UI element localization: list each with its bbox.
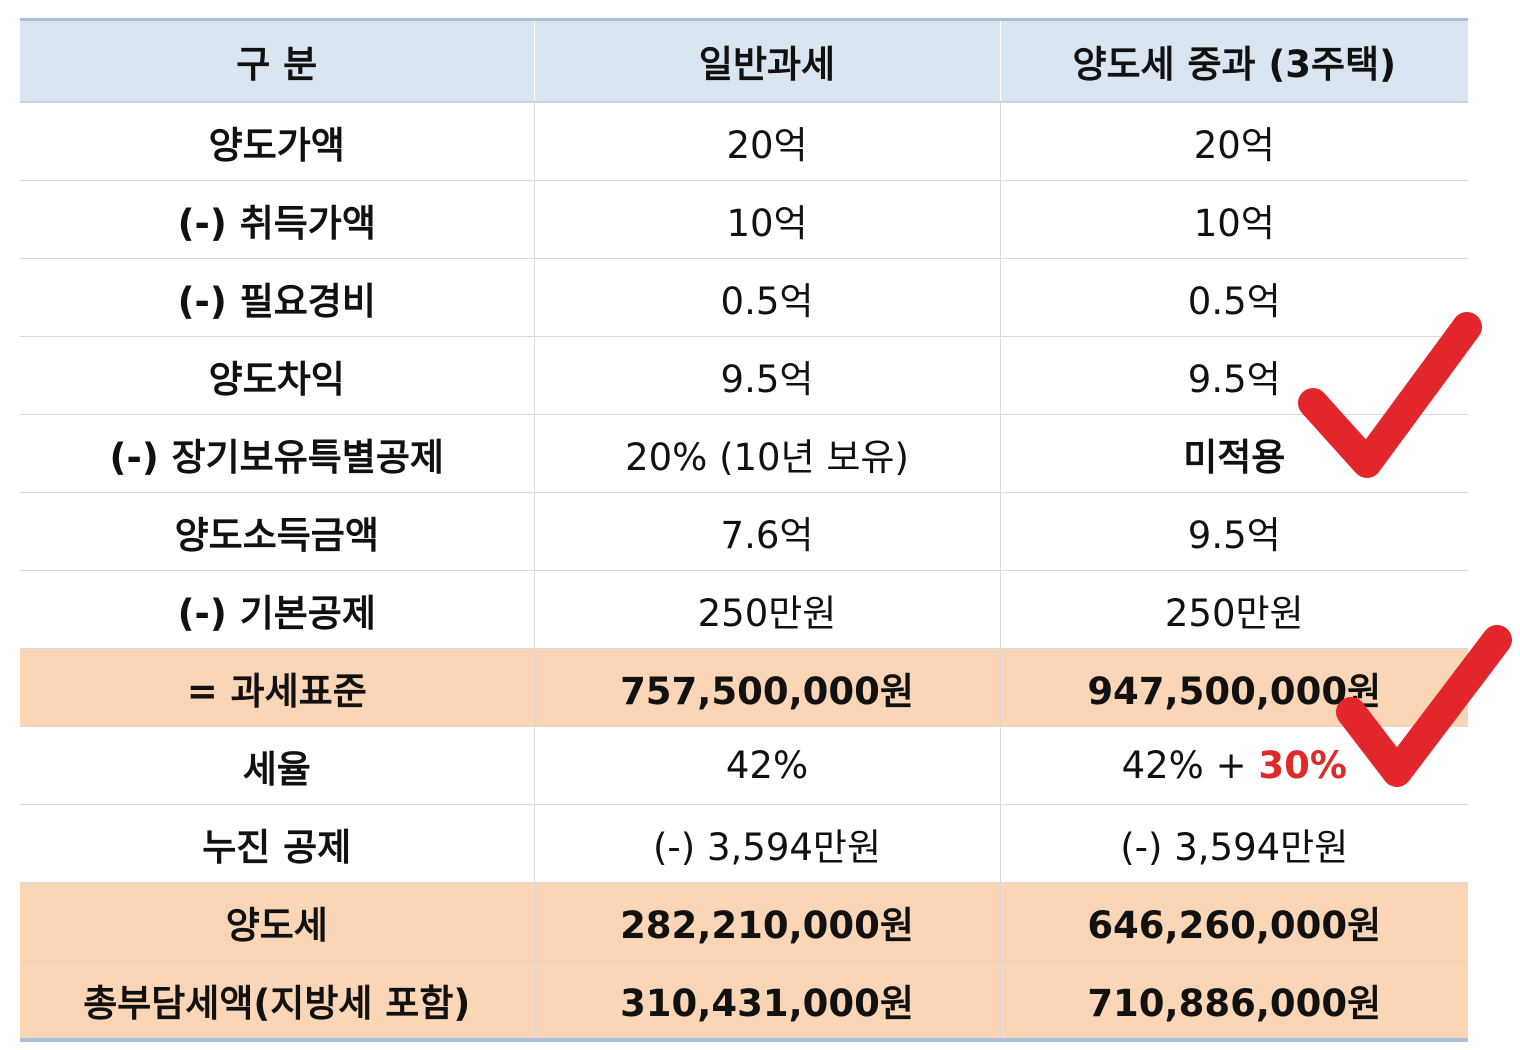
table-row: 누진 공제 (-) 3,594만원 (-) 3,594만원	[20, 804, 1468, 883]
row-label: (-) 필요경비	[20, 258, 534, 337]
heavy-value: 250만원	[999, 570, 1468, 649]
header-general-tax: 일반과세	[533, 18, 1000, 103]
heavy-value: 9.5억	[999, 336, 1468, 415]
table-row: (-) 필요경비 0.5억 0.5억	[20, 258, 1468, 337]
table-row-highlighted: 총부담세액(지방세 포함) 310,431,000원 710,886,000원	[20, 960, 1468, 1041]
table-row: 세율 42% 42% + 30%	[20, 726, 1468, 805]
row-label: 양도차익	[20, 336, 534, 415]
row-label: (-) 기본공제	[20, 570, 534, 649]
general-value: 250만원	[533, 570, 1000, 649]
row-label: (-) 장기보유특별공제	[20, 414, 534, 493]
table-row: 양도가액 20억 20억	[20, 102, 1468, 181]
heavy-value-not-applied: 미적용	[999, 414, 1468, 493]
general-value: 20억	[533, 102, 1000, 181]
heavy-value: 646,260,000원	[999, 882, 1468, 961]
table-row-highlighted: = 과세표준 757,500,000원 947,500,000원	[20, 648, 1468, 727]
general-value: 310,431,000원	[533, 960, 1000, 1041]
general-value: 9.5억	[533, 336, 1000, 415]
header-category: 구 분	[20, 18, 534, 103]
heavy-value: 710,886,000원	[999, 960, 1468, 1041]
table-row: 양도차익 9.5억 9.5억	[20, 336, 1468, 415]
general-value: 20% (10년 보유)	[533, 414, 1000, 493]
row-label: 양도소득금액	[20, 492, 534, 571]
header-row: 구 분 일반과세 양도세 중과 (3주택)	[20, 18, 1468, 103]
heavy-value: 0.5억	[999, 258, 1468, 337]
row-label: 양도세	[20, 882, 534, 961]
heavy-value: 42% + 30%	[999, 726, 1468, 805]
row-label: (-) 취득가액	[20, 180, 534, 259]
header-heavy-tax: 양도세 중과 (3주택)	[999, 18, 1468, 103]
table-row-highlighted: 양도세 282,210,000원 646,260,000원	[20, 882, 1468, 961]
heavy-value: (-) 3,594만원	[999, 804, 1468, 883]
general-value: 42%	[533, 726, 1000, 805]
heavy-value: 947,500,000원	[999, 648, 1468, 727]
tax-comparison-table: 구 분 일반과세 양도세 중과 (3주택) 양도가액 20억 20억 (-) 취…	[20, 18, 1468, 1042]
row-label: 세율	[20, 726, 534, 805]
row-label: 양도가액	[20, 102, 534, 181]
heavy-rate-surcharge: 30%	[1258, 744, 1347, 787]
general-value: 7.6억	[533, 492, 1000, 571]
general-value: (-) 3,594만원	[533, 804, 1000, 883]
row-label: 총부담세액(지방세 포함)	[20, 960, 534, 1041]
heavy-value: 10억	[999, 180, 1468, 259]
table-row: (-) 기본공제 250만원 250만원	[20, 570, 1468, 649]
general-value: 282,210,000원	[533, 882, 1000, 961]
table-row: (-) 취득가액 10억 10억	[20, 180, 1468, 259]
heavy-rate-base: 42% +	[1121, 744, 1259, 787]
heavy-value: 9.5억	[999, 492, 1468, 571]
table-row: 양도소득금액 7.6억 9.5억	[20, 492, 1468, 571]
row-label: 누진 공제	[20, 804, 534, 883]
general-value: 0.5억	[533, 258, 1000, 337]
heavy-value: 20억	[999, 102, 1468, 181]
general-value: 10억	[533, 180, 1000, 259]
general-value: 757,500,000원	[533, 648, 1000, 727]
row-label: = 과세표준	[20, 648, 534, 727]
table-row: (-) 장기보유특별공제 20% (10년 보유) 미적용	[20, 414, 1468, 493]
